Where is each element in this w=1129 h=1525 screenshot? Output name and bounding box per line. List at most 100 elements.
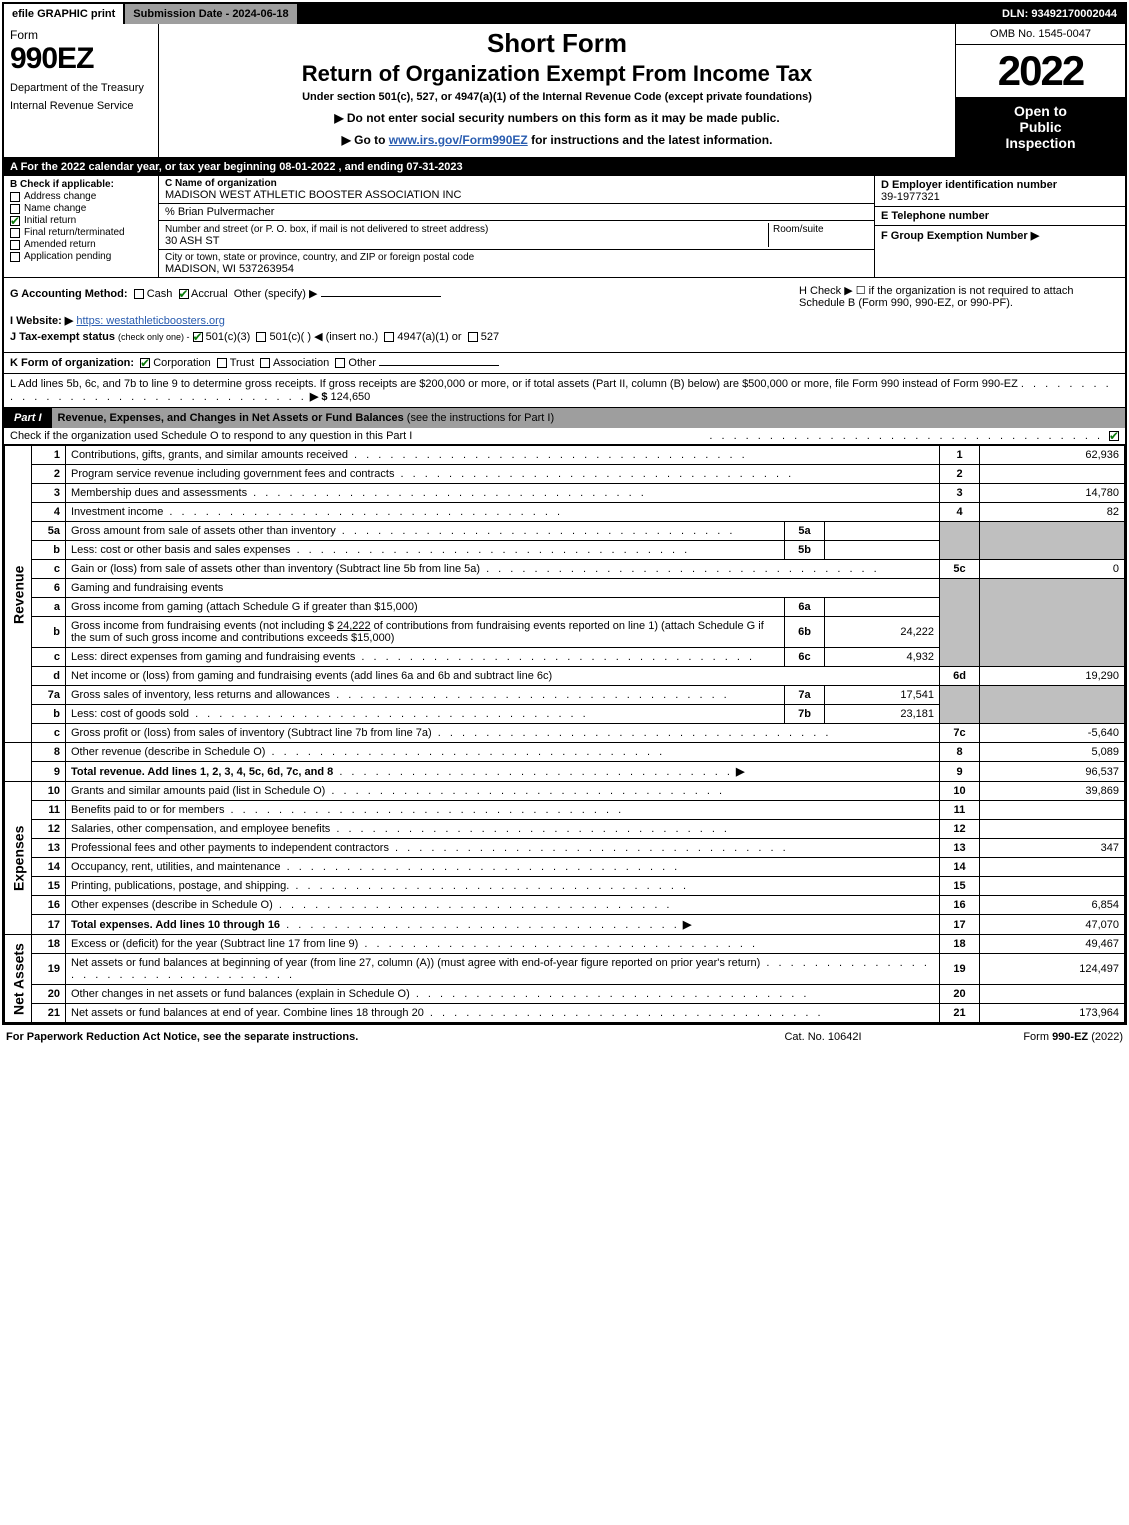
- section-g: G Accounting Method: Cash Accrual Other …: [10, 287, 759, 300]
- line-rnum: 5c: [940, 560, 980, 579]
- line-text-span: Gain or (loss) from sale of assets other…: [71, 563, 480, 575]
- line-value: 0: [980, 560, 1125, 579]
- line-num: 8: [32, 743, 66, 762]
- instr-goto-post: for instructions and the latest informat…: [528, 133, 773, 147]
- sections-g-h-i-j: G Accounting Method: Cash Accrual Other …: [4, 278, 1125, 353]
- line-num: 20: [32, 985, 66, 1004]
- ghi-left: G Accounting Method: Cash Accrual Other …: [10, 284, 759, 346]
- dots-icon: [291, 544, 691, 556]
- checkbox-icon[interactable]: [384, 332, 394, 342]
- line-text-span: Gross amount from sale of assets other t…: [71, 525, 336, 537]
- line-num: 15: [32, 877, 66, 896]
- dots-icon: [389, 842, 789, 854]
- chk-final-return[interactable]: Final return/terminated: [10, 227, 152, 238]
- chk-application-pending[interactable]: Application pending: [10, 251, 152, 262]
- line-text-span: Professional fees and other payments to …: [71, 842, 389, 854]
- line-text: Less: cost or other basis and sales expe…: [66, 541, 785, 560]
- instr-goto: ▶ Go to www.irs.gov/Form990EZ for instru…: [169, 133, 945, 147]
- line-rnum: 4: [940, 503, 980, 522]
- checkbox-icon[interactable]: [10, 228, 20, 238]
- line-text: Program service revenue including govern…: [66, 465, 940, 484]
- line-subval: 4,932: [825, 648, 940, 667]
- line-value: 82: [980, 503, 1125, 522]
- line-subnum: 6a: [785, 598, 825, 617]
- checkbox-icon[interactable]: [140, 358, 150, 368]
- checkbox-icon[interactable]: [10, 252, 20, 262]
- checkbox-icon[interactable]: [10, 240, 20, 250]
- j-opt3: 4947(a)(1) or: [397, 331, 461, 343]
- chk-initial-return[interactable]: Initial return: [10, 215, 152, 226]
- k-other-blank[interactable]: [379, 365, 499, 366]
- table-row: 7a Gross sales of inventory, less return…: [5, 686, 1125, 705]
- line-rnum: 8: [940, 743, 980, 762]
- line-text-span: Gross profit or (loss) from sales of inv…: [71, 727, 432, 739]
- table-row: 3 Membership dues and assessments 3 14,7…: [5, 484, 1125, 503]
- section-c-name: C Name of organization MADISON WEST ATHL…: [159, 176, 874, 204]
- chk-amended-return[interactable]: Amended return: [10, 239, 152, 250]
- dots-icon: [247, 487, 647, 499]
- checkbox-icon[interactable]: [10, 192, 20, 202]
- dots-icon: [273, 899, 673, 911]
- line-rnum: 17: [940, 915, 980, 935]
- instr-no-ssn: ▶ Do not enter social security numbers o…: [169, 111, 945, 125]
- checkbox-icon[interactable]: [335, 358, 345, 368]
- checkbox-icon[interactable]: [217, 358, 227, 368]
- checkbox-icon[interactable]: [260, 358, 270, 368]
- line-num: 18: [32, 935, 66, 954]
- checkbox-icon[interactable]: [468, 332, 478, 342]
- line-num: 14: [32, 858, 66, 877]
- section-c: C Name of organization MADISON WEST ATHL…: [159, 176, 875, 277]
- page-footer: For Paperwork Reduction Act Notice, see …: [0, 1027, 1129, 1047]
- dots-icon: [281, 861, 681, 873]
- table-row: Revenue 1 Contributions, gifts, grants, …: [5, 446, 1125, 465]
- dots-icon: [189, 708, 589, 720]
- g-other-blank[interactable]: [321, 296, 441, 297]
- line-value: 347: [980, 839, 1125, 858]
- instr-goto-pre: ▶ Go to: [342, 133, 389, 147]
- side-label-blank: [5, 743, 32, 782]
- dots-icon: [336, 525, 736, 537]
- line-text-span: Less: cost or other basis and sales expe…: [71, 544, 291, 556]
- line-text-span: Net assets or fund balances at beginning…: [71, 957, 760, 969]
- checkbox-icon[interactable]: [10, 216, 20, 226]
- checkbox-icon[interactable]: [256, 332, 266, 342]
- line-value: 173,964: [980, 1004, 1125, 1023]
- form-990ez-page: efile GRAPHIC print Submission Date - 20…: [2, 2, 1127, 1025]
- line-num: 3: [32, 484, 66, 503]
- checkbox-icon[interactable]: [10, 204, 20, 214]
- table-row: 12 Salaries, other compensation, and emp…: [5, 820, 1125, 839]
- line-rnum: 13: [940, 839, 980, 858]
- line-value: [980, 877, 1125, 896]
- line-value: [980, 465, 1125, 484]
- table-row: c Gross profit or (loss) from sales of i…: [5, 724, 1125, 743]
- line-value: 19,290: [980, 667, 1125, 686]
- line-text: Other expenses (describe in Schedule O): [66, 896, 940, 915]
- chk-address-change[interactable]: Address change: [10, 191, 152, 202]
- section-e: E Telephone number: [875, 207, 1125, 226]
- line-rnum: 20: [940, 985, 980, 1004]
- dots-icon: [325, 785, 725, 797]
- shaded-cell: [940, 686, 980, 724]
- table-row: 9 Total revenue. Add lines 1, 2, 3, 4, 5…: [5, 762, 1125, 782]
- dots-icon: [432, 727, 832, 739]
- efile-print-label[interactable]: efile GRAPHIC print: [4, 4, 125, 24]
- dots-icon: [348, 449, 748, 461]
- line-text-span: Membership dues and assessments: [71, 487, 247, 499]
- part-1-label: Part I: [4, 408, 52, 428]
- title-short-form: Short Form: [169, 28, 945, 59]
- chk-name-change[interactable]: Name change: [10, 203, 152, 214]
- line-text: Grants and similar amounts paid (list in…: [66, 782, 940, 801]
- checkbox-icon[interactable]: [134, 289, 144, 299]
- checkbox-icon[interactable]: [193, 332, 203, 342]
- irs-link[interactable]: www.irs.gov/Form990EZ: [389, 133, 528, 147]
- checkbox-icon[interactable]: [1109, 431, 1119, 441]
- checkbox-icon[interactable]: [179, 289, 189, 299]
- j-opt4: 527: [481, 331, 499, 343]
- line-text-span: Total expenses. Add lines 10 through 16: [71, 919, 280, 931]
- line-value: 49,467: [980, 935, 1125, 954]
- k-assoc: Association: [273, 357, 329, 369]
- inspection-line3: Inspection: [960, 135, 1121, 151]
- dept-irs: Internal Revenue Service: [10, 100, 152, 112]
- website-link[interactable]: https: westathleticboosters.org: [76, 315, 225, 327]
- j-opt1: 501(c)(3): [206, 331, 251, 343]
